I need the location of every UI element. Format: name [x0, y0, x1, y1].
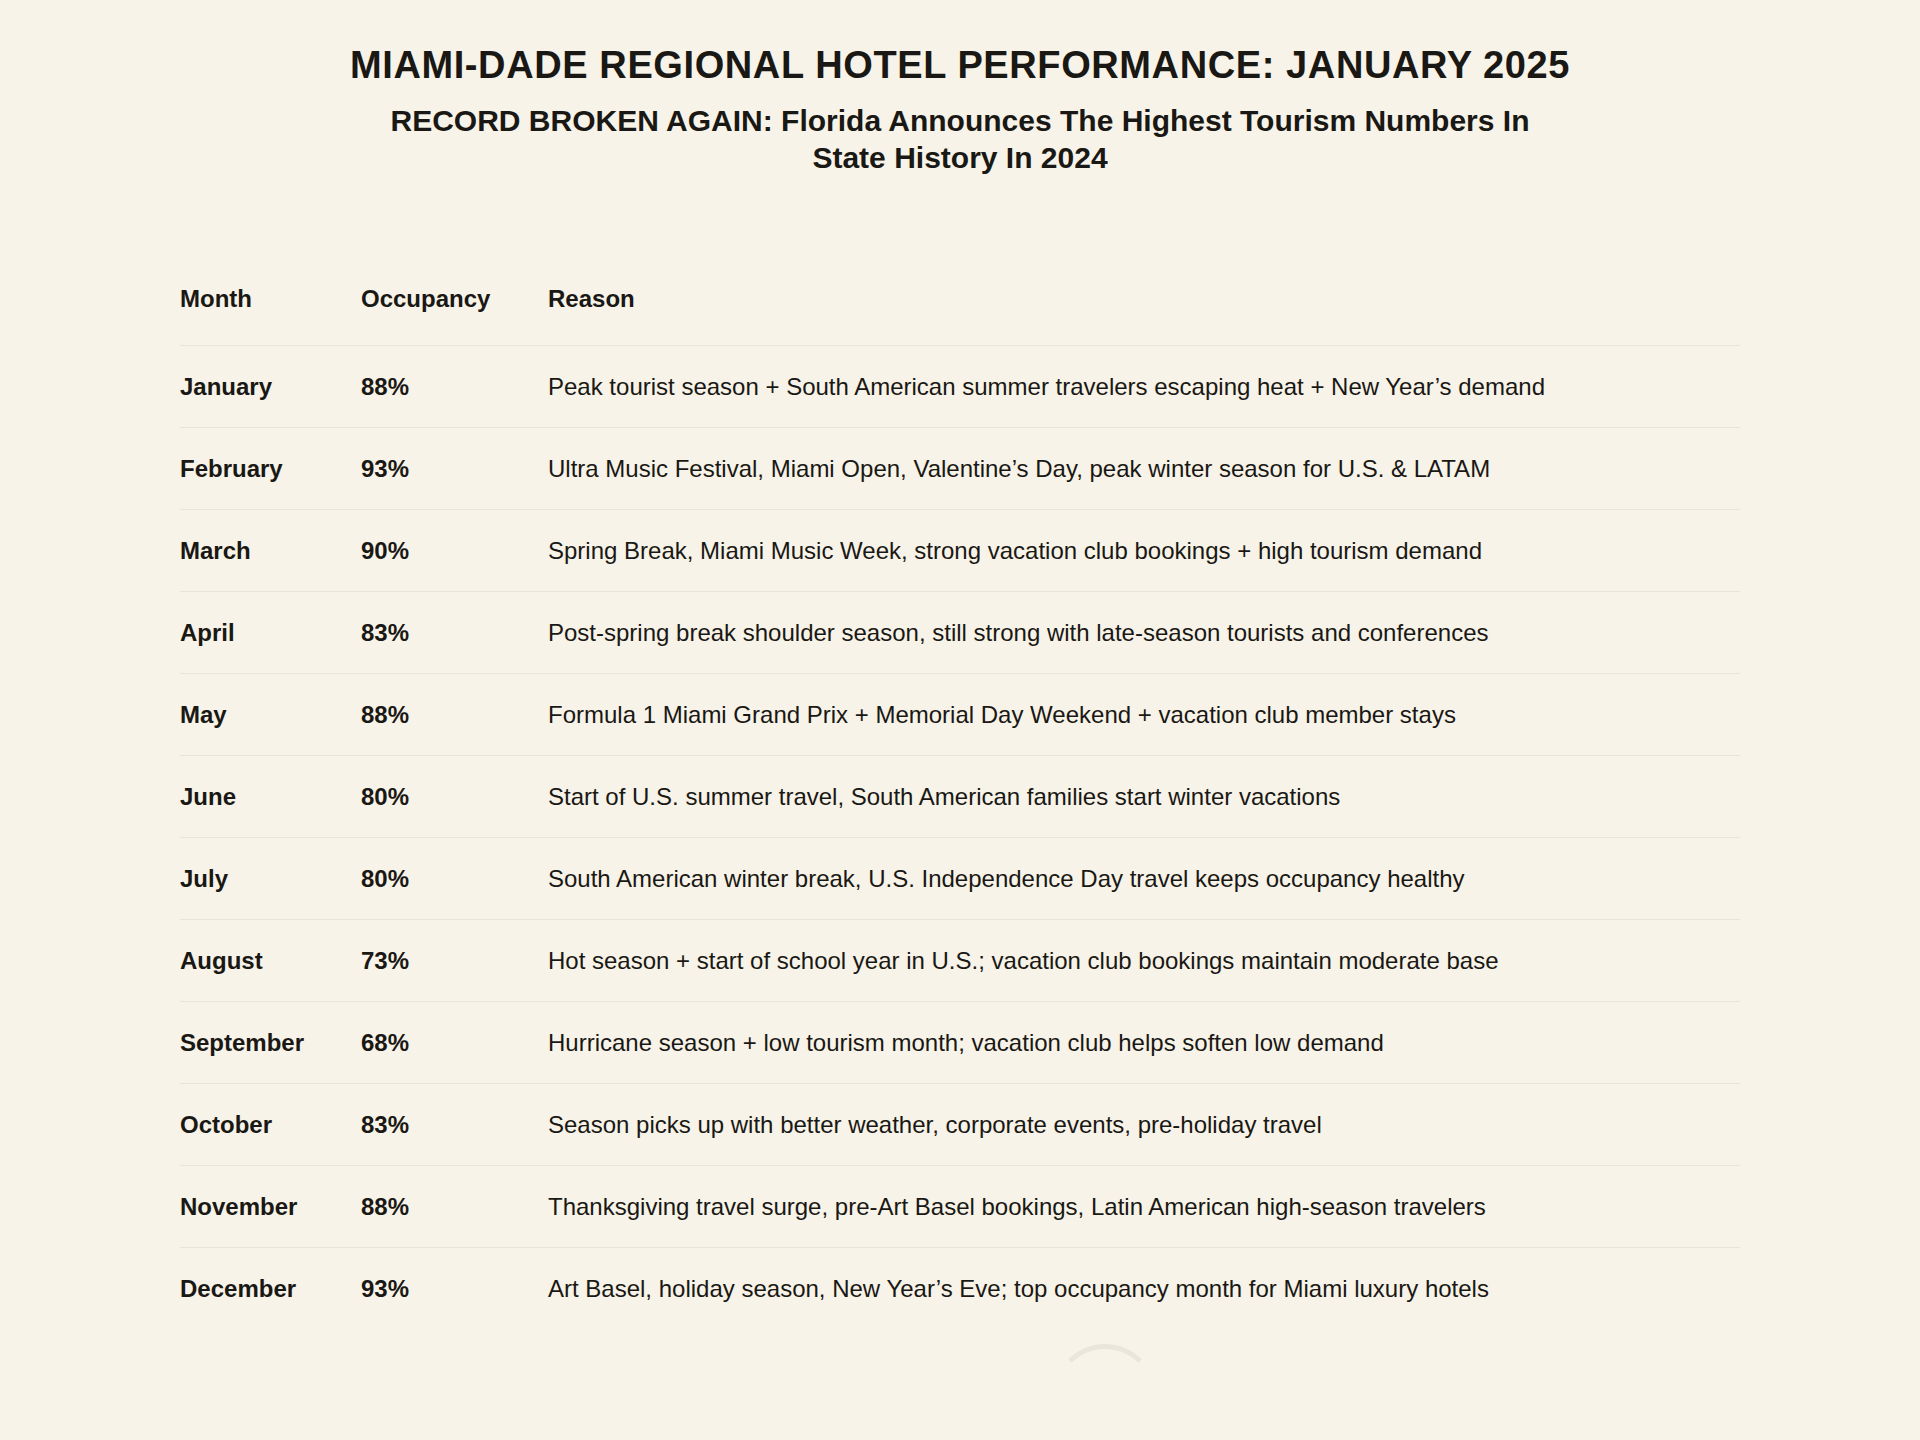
cell-reason: Season picks up with better weather, cor…: [548, 1110, 1740, 1140]
table-row: February 93% Ultra Music Festival, Miami…: [180, 428, 1740, 510]
table-header-row: Month Occupancy Reason: [180, 285, 1740, 346]
page: MIAMI-DADE REGIONAL HOTEL PERFORMANCE: J…: [0, 0, 1920, 1440]
table-row: December 93% Art Basel, holiday season, …: [180, 1248, 1740, 1330]
cell-reason: Thanksgiving travel surge, pre-Art Basel…: [548, 1192, 1740, 1222]
table-row: January 88% Peak tourist season + South …: [180, 346, 1740, 428]
table-row: June 80% Start of U.S. summer travel, So…: [180, 756, 1740, 838]
cell-occupancy: 80%: [361, 864, 548, 894]
cell-month: June: [180, 782, 361, 812]
column-header-occupancy: Occupancy: [361, 285, 548, 313]
cell-occupancy: 68%: [361, 1028, 548, 1058]
cell-month: November: [180, 1192, 361, 1222]
cell-reason: Ultra Music Festival, Miami Open, Valent…: [548, 454, 1740, 484]
cell-month: January: [180, 372, 361, 402]
bottom-peek-arc: [1053, 1344, 1157, 1440]
cell-reason: South American winter break, U.S. Indepe…: [548, 864, 1740, 894]
cell-occupancy: 83%: [361, 618, 548, 648]
occupancy-table: Month Occupancy Reason January 88% Peak …: [180, 285, 1740, 1330]
table-row: March 90% Spring Break, Miami Music Week…: [180, 510, 1740, 592]
table-body: January 88% Peak tourist season + South …: [180, 346, 1740, 1330]
table-row: July 80% South American winter break, U.…: [180, 838, 1740, 920]
cell-reason: Art Basel, holiday season, New Year’s Ev…: [548, 1274, 1740, 1304]
table-row: November 88% Thanksgiving travel surge, …: [180, 1166, 1740, 1248]
cell-occupancy: 88%: [361, 1192, 548, 1222]
cell-occupancy: 88%: [361, 700, 548, 730]
table-row: October 83% Season picks up with better …: [180, 1084, 1740, 1166]
column-header-reason: Reason: [548, 285, 1740, 313]
cell-occupancy: 73%: [361, 946, 548, 976]
cell-month: August: [180, 946, 361, 976]
page-subtitle: RECORD BROKEN AGAIN: Florida Announces T…: [360, 103, 1560, 176]
cell-reason: Post-spring break shoulder season, still…: [548, 618, 1740, 648]
cell-month: September: [180, 1028, 361, 1058]
cell-month: February: [180, 454, 361, 484]
cell-month: October: [180, 1110, 361, 1140]
cell-reason: Formula 1 Miami Grand Prix + Memorial Da…: [548, 700, 1740, 730]
cell-month: May: [180, 700, 361, 730]
cell-reason: Start of U.S. summer travel, South Ameri…: [548, 782, 1740, 812]
column-header-month: Month: [180, 285, 361, 313]
cell-month: July: [180, 864, 361, 894]
table-row: August 73% Hot season + start of school …: [180, 920, 1740, 1002]
cell-month: April: [180, 618, 361, 648]
cell-occupancy: 93%: [361, 1274, 548, 1304]
page-title: MIAMI-DADE REGIONAL HOTEL PERFORMANCE: J…: [0, 0, 1920, 87]
cell-occupancy: 83%: [361, 1110, 548, 1140]
cell-reason: Hot season + start of school year in U.S…: [548, 946, 1740, 976]
cell-reason: Spring Break, Miami Music Week, strong v…: [548, 536, 1740, 566]
cell-reason: Hurricane season + low tourism month; va…: [548, 1028, 1740, 1058]
cell-occupancy: 90%: [361, 536, 548, 566]
cell-occupancy: 88%: [361, 372, 548, 402]
cell-occupancy: 93%: [361, 454, 548, 484]
table-row: April 83% Post-spring break shoulder sea…: [180, 592, 1740, 674]
cell-occupancy: 80%: [361, 782, 548, 812]
table-row: May 88% Formula 1 Miami Grand Prix + Mem…: [180, 674, 1740, 756]
cell-reason: Peak tourist season + South American sum…: [548, 372, 1740, 402]
cell-month: March: [180, 536, 361, 566]
cell-month: December: [180, 1274, 361, 1304]
table-row: September 68% Hurricane season + low tou…: [180, 1002, 1740, 1084]
